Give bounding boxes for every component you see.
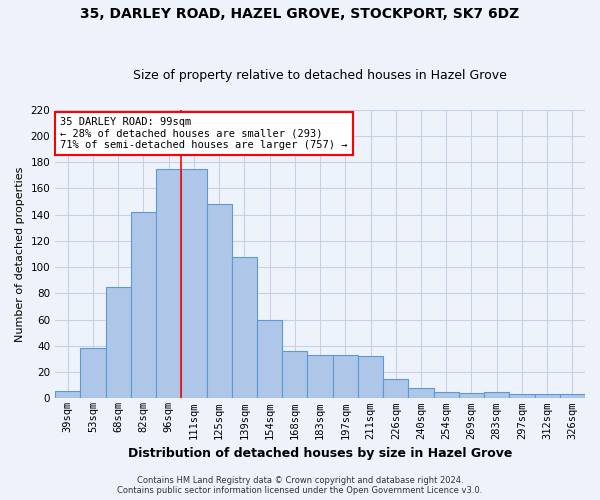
Bar [535,394,560,398]
Bar [358,356,383,399]
Bar [484,392,509,398]
Bar [181,168,206,398]
Bar [156,168,181,398]
Bar [307,355,332,399]
Bar [459,393,484,398]
X-axis label: Distribution of detached houses by size in Hazel Grove: Distribution of detached houses by size … [128,447,512,460]
Text: 35 DARLEY ROAD: 99sqm
← 28% of detached houses are smaller (293)
71% of semi-det: 35 DARLEY ROAD: 99sqm ← 28% of detached … [61,117,348,150]
Bar [332,355,358,399]
Title: Size of property relative to detached houses in Hazel Grove: Size of property relative to detached ho… [133,69,507,82]
Bar [560,394,585,398]
Text: 35, DARLEY ROAD, HAZEL GROVE, STOCKPORT, SK7 6DZ: 35, DARLEY ROAD, HAZEL GROVE, STOCKPORT,… [80,8,520,22]
Bar [509,394,535,398]
Bar [55,390,80,398]
Bar [131,212,156,398]
Bar [80,348,106,399]
Bar [434,392,459,398]
Y-axis label: Number of detached properties: Number of detached properties [15,166,25,342]
Bar [206,204,232,398]
Bar [232,256,257,398]
Bar [282,351,307,399]
Bar [383,378,409,398]
Bar [257,320,282,398]
Text: Contains HM Land Registry data © Crown copyright and database right 2024.
Contai: Contains HM Land Registry data © Crown c… [118,476,482,495]
Bar [409,388,434,398]
Bar [106,287,131,399]
